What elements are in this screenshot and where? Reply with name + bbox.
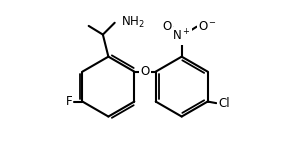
Text: O$^-$: O$^-$ <box>198 20 217 33</box>
Text: N$^+$: N$^+$ <box>172 28 191 44</box>
Text: O: O <box>162 20 171 33</box>
Text: F: F <box>66 95 72 108</box>
Text: O: O <box>141 65 150 78</box>
Text: NH$_2$: NH$_2$ <box>121 14 145 30</box>
Text: Cl: Cl <box>219 97 230 110</box>
